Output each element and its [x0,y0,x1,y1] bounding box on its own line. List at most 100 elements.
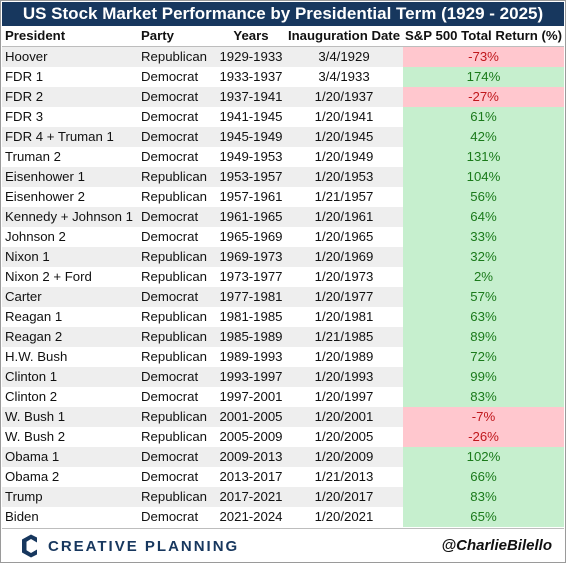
cell-return: 99% [403,367,564,387]
cell-party: Republican [141,329,207,344]
cell-years: 1969-1973 [219,249,283,264]
table-row: Clinton 1 Democrat 1993-1997 1/20/1993 99% [2,367,564,387]
header-party: Party [141,28,174,43]
cell-president: Eisenhower 2 [5,189,85,204]
cell-president: Nixon 2 + Ford [5,269,92,284]
header-row: President Party Years Inauguration Date … [2,26,564,47]
cell-president: Obama 1 [5,449,60,464]
logo-text: CREATIVE PLANNING [48,537,240,555]
cell-return: 61% [403,107,564,127]
cell-return: 2% [403,267,564,287]
cell-return: 56% [403,187,564,207]
table-row: Clinton 2 Democrat 1997-2001 1/20/1997 83% [2,387,564,407]
cell-president: Hoover [5,49,48,64]
cell-inauguration-date: 1/20/2021 [314,509,374,524]
cell-years: 1957-1961 [219,189,283,204]
cell-return: 33% [403,227,564,247]
cell-inauguration-date: 3/4/1933 [318,69,370,84]
cell-return: 104% [403,167,564,187]
cell-inauguration-date: 1/20/1941 [314,109,374,124]
table-row: FDR 3 Democrat 1941-1945 1/20/1941 61% [2,107,564,127]
header-sp500-return: S&P 500 Total Return (%) [404,28,563,43]
cell-president: FDR 2 [5,89,44,104]
cell-years: 1937-1941 [219,89,283,104]
cell-years: 1981-1985 [219,309,283,324]
cell-party: Republican [141,349,207,364]
cell-years: 1953-1957 [219,169,283,184]
cell-years: 1993-1997 [219,369,283,384]
cell-inauguration-date: 1/20/2001 [314,409,374,424]
cell-inauguration-date: 1/20/1961 [314,209,374,224]
cell-return: 63% [403,307,564,327]
returns-table: President Party Years Inauguration Date … [2,26,564,527]
cell-years: 1965-1969 [219,229,283,244]
cell-party: Democrat [141,469,199,484]
cell-years: 1973-1977 [219,269,283,284]
cell-return: 57% [403,287,564,307]
table-row: Kennedy + Johnson 1 Democrat 1961-1965 1/20… [2,207,564,227]
cell-president: Eisenhower 1 [5,169,85,184]
cell-years: 1989-1993 [219,349,283,364]
cell-return: 32% [403,247,564,267]
cell-party: Republican [141,169,207,184]
header-years: Years [233,28,269,43]
cell-president: FDR 4 + Truman 1 [5,129,114,144]
table-row: Johnson 2 Democrat 1965-1969 1/20/1965 33% [2,227,564,247]
cell-president: Johnson 2 [5,229,66,244]
cell-years: 1949-1953 [219,149,283,164]
cell-years: 1945-1949 [219,129,283,144]
cell-years: 2001-2005 [219,409,283,424]
cell-inauguration-date: 1/21/1985 [314,329,374,344]
cell-party: Democrat [141,129,199,144]
cell-president: W. Bush 2 [5,429,66,444]
cell-inauguration-date: 3/4/1929 [318,49,370,64]
header-inauguration-date: Inauguration Date [287,28,401,43]
table-body: Hoover Republican 1929-1933 3/4/1929 -73% FDR… [2,47,564,527]
creative-planning-logo: CREATIVE PLANNING [20,533,239,559]
cell-years: 1977-1981 [219,289,283,304]
table-row: Hoover Republican 1929-1933 3/4/1929 -73% [2,47,564,67]
cell-party: Democrat [141,369,199,384]
cell-party: Democrat [141,149,199,164]
cell-inauguration-date: 1/20/1973 [314,269,374,284]
cell-return: 83% [403,487,564,507]
cell-inauguration-date: 1/20/1945 [314,129,374,144]
header-president: President [5,28,66,43]
cell-president: Reagan 1 [5,309,63,324]
cell-president: Clinton 2 [5,389,58,404]
cell-return: -73% [403,47,564,67]
cell-years: 1961-1965 [219,209,283,224]
cell-years: 1933-1937 [219,69,283,84]
table-row: Obama 1 Democrat 2009-2013 1/20/2009 102% [2,447,564,467]
cell-return: -26% [403,427,564,447]
cell-inauguration-date: 1/20/1977 [314,289,374,304]
cell-party: Democrat [141,69,199,84]
cell-return: 131% [403,147,564,167]
cell-party: Democrat [141,209,199,224]
cell-return: 65% [403,507,564,527]
cell-return: 64% [403,207,564,227]
cell-president: Carter [5,289,42,304]
cell-inauguration-date: 1/20/1993 [314,369,374,384]
cell-inauguration-date: 1/20/1949 [314,149,374,164]
cell-party: Republican [141,409,207,424]
cell-inauguration-date: 1/20/1989 [314,349,374,364]
cell-return: 72% [403,347,564,367]
cell-inauguration-date: 1/20/1981 [314,309,374,324]
cell-party: Republican [141,249,207,264]
cell-inauguration-date: 1/21/2013 [314,469,374,484]
cell-inauguration-date: 1/20/1997 [314,389,374,404]
cell-years: 2013-2017 [219,469,283,484]
cell-president: FDR 3 [5,109,44,124]
cell-party: Republican [141,429,207,444]
cell-return: 83% [403,387,564,407]
cell-party: Republican [141,189,207,204]
table-row: Reagan 2 Republican 1985-1989 1/21/1985 89% [2,327,564,347]
table-row: Reagan 1 Republican 1981-1985 1/20/1981 63% [2,307,564,327]
cell-party: Democrat [141,229,199,244]
table-row: W. Bush 2 Republican 2005-2009 1/20/2005 -26… [2,427,564,447]
cell-return: 42% [403,127,564,147]
cell-inauguration-date: 1/20/1937 [314,89,374,104]
table-row: Nixon 2 + Ford Republican 1973-1977 1/20/19… [2,267,564,287]
table-title: US Stock Market Performance by President… [2,2,564,26]
